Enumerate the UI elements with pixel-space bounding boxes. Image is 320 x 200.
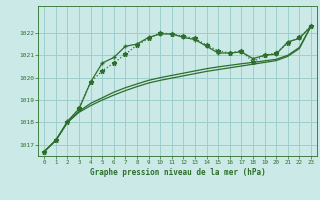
X-axis label: Graphe pression niveau de la mer (hPa): Graphe pression niveau de la mer (hPa): [90, 168, 266, 177]
